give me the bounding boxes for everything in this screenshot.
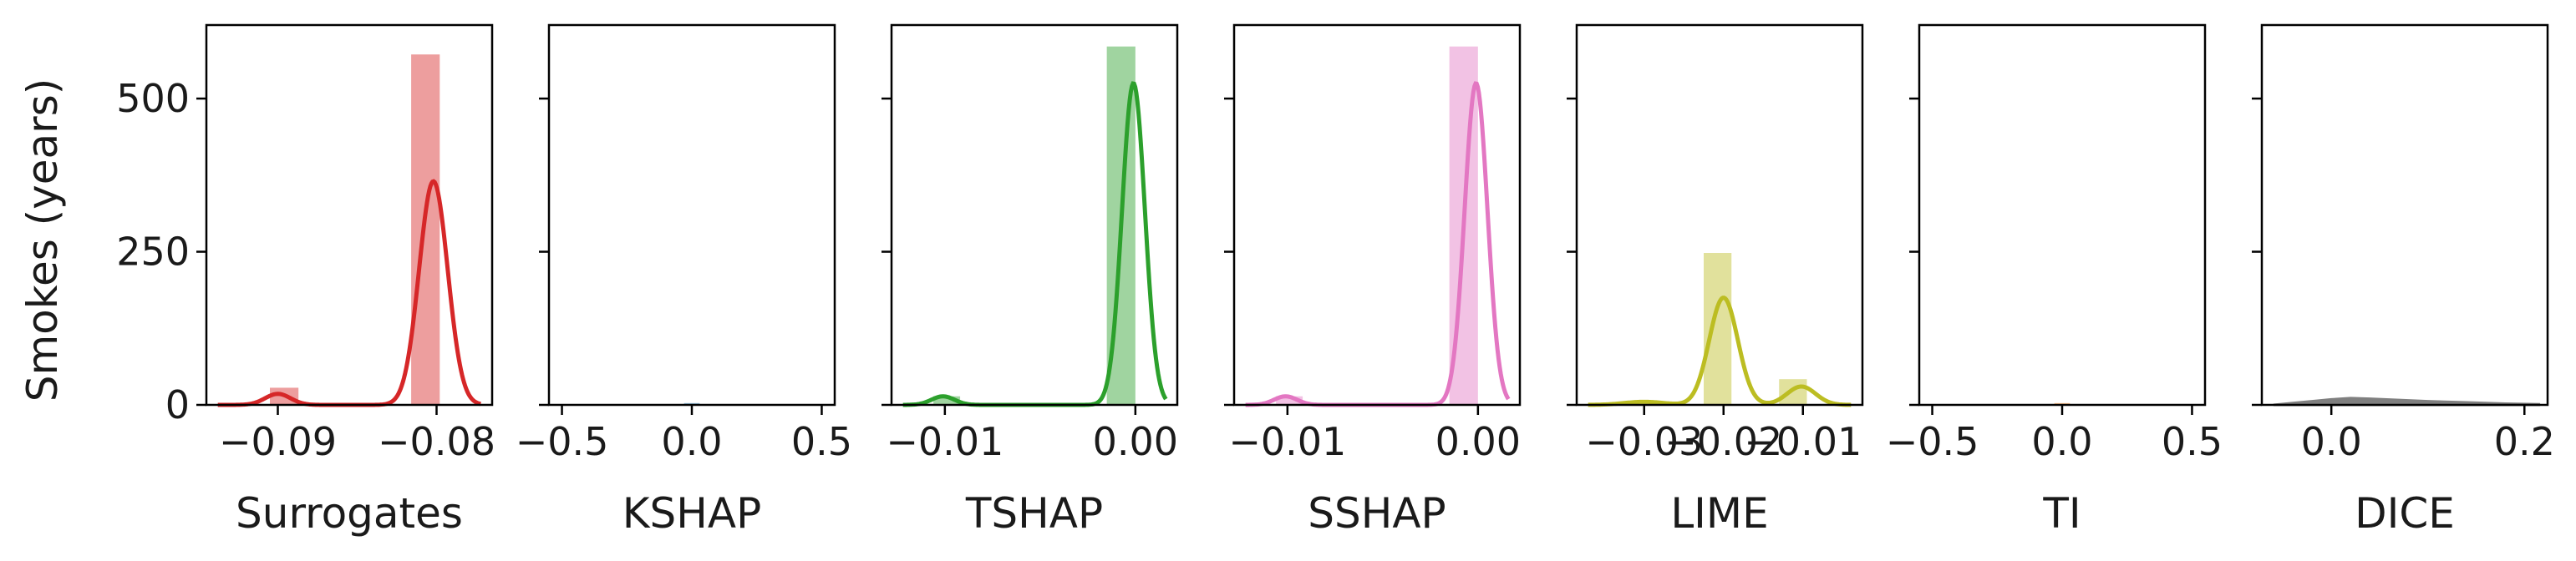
axes-frame [1232,23,1522,407]
subplot-dice: 0.0 0.2 DICE [2252,23,2555,538]
subplot-ti: −0.5 0.0 0.5 TI [1886,23,2223,538]
x-axis-label: DICE [2355,489,2455,538]
x-tick-label: −0.09 [219,419,337,464]
x-tick-label: 0.00 [1435,419,1521,464]
y-tick-label: 250 [116,230,190,275]
histogram-bar [1704,253,1732,405]
x-tick-label: 0.0 [2301,419,2362,464]
subplot-sshap: −0.01 0.00 SSHAP [1224,23,1522,538]
x-tick-label: −0.01 [886,419,1003,464]
y-tick-label: 0 [165,382,190,427]
axes-frame [1918,23,2207,407]
y-tick-label: 500 [116,76,190,121]
x-tick-label: 0.0 [661,419,722,464]
x-tick-label: −0.03 [1585,419,1703,464]
x-axis-label: SSHAP [1308,489,1446,538]
x-tick-label: −0.08 [378,419,495,464]
axes-frame [1575,23,1864,407]
x-axis-label: Surrogates [236,489,463,538]
x-tick-label: 0.00 [1093,419,1178,464]
subplot-tshap: −0.01 0.00 TSHAP [882,23,1179,538]
x-tick-label: −0.5 [516,419,609,464]
x-tick-label: 0.5 [2162,419,2223,464]
subplot-kshap: −0.5 0.0 0.5 KSHAP [516,23,852,538]
histogram-bar [1276,396,1303,405]
subplot-lime: −0.03−0.02−0.01 LIME [1567,23,1864,538]
x-tick-label: 0.5 [791,419,852,464]
axes-frame [2260,23,2549,407]
y-axis-label: Smokes (years) [18,78,67,402]
x-axis-label: TI [2042,489,2081,538]
x-axis-label: TSHAP [965,489,1103,538]
x-axis-label: KSHAP [622,489,761,538]
x-tick-label: −0.01 [1228,419,1346,464]
x-axis-label: LIME [1670,489,1768,538]
subplot-surrogates: 0 250 500 −0.09 −0.08 Surrogates [116,23,495,538]
kde-line [217,179,481,407]
x-tick-label: −0.01 [1744,419,1862,464]
histogram-bar [1779,379,1807,405]
kde-line [1588,296,1852,407]
histogram-bar [933,396,961,405]
x-tick-label: 0.2 [2494,419,2555,464]
x-tick-label: −0.02 [1664,419,1782,464]
axes-frame [890,23,1179,407]
x-tick-label: 0.0 [2031,419,2092,464]
x-tick-label: −0.5 [1886,419,1979,464]
axes-frame [547,23,836,407]
axes-frame [205,23,494,407]
